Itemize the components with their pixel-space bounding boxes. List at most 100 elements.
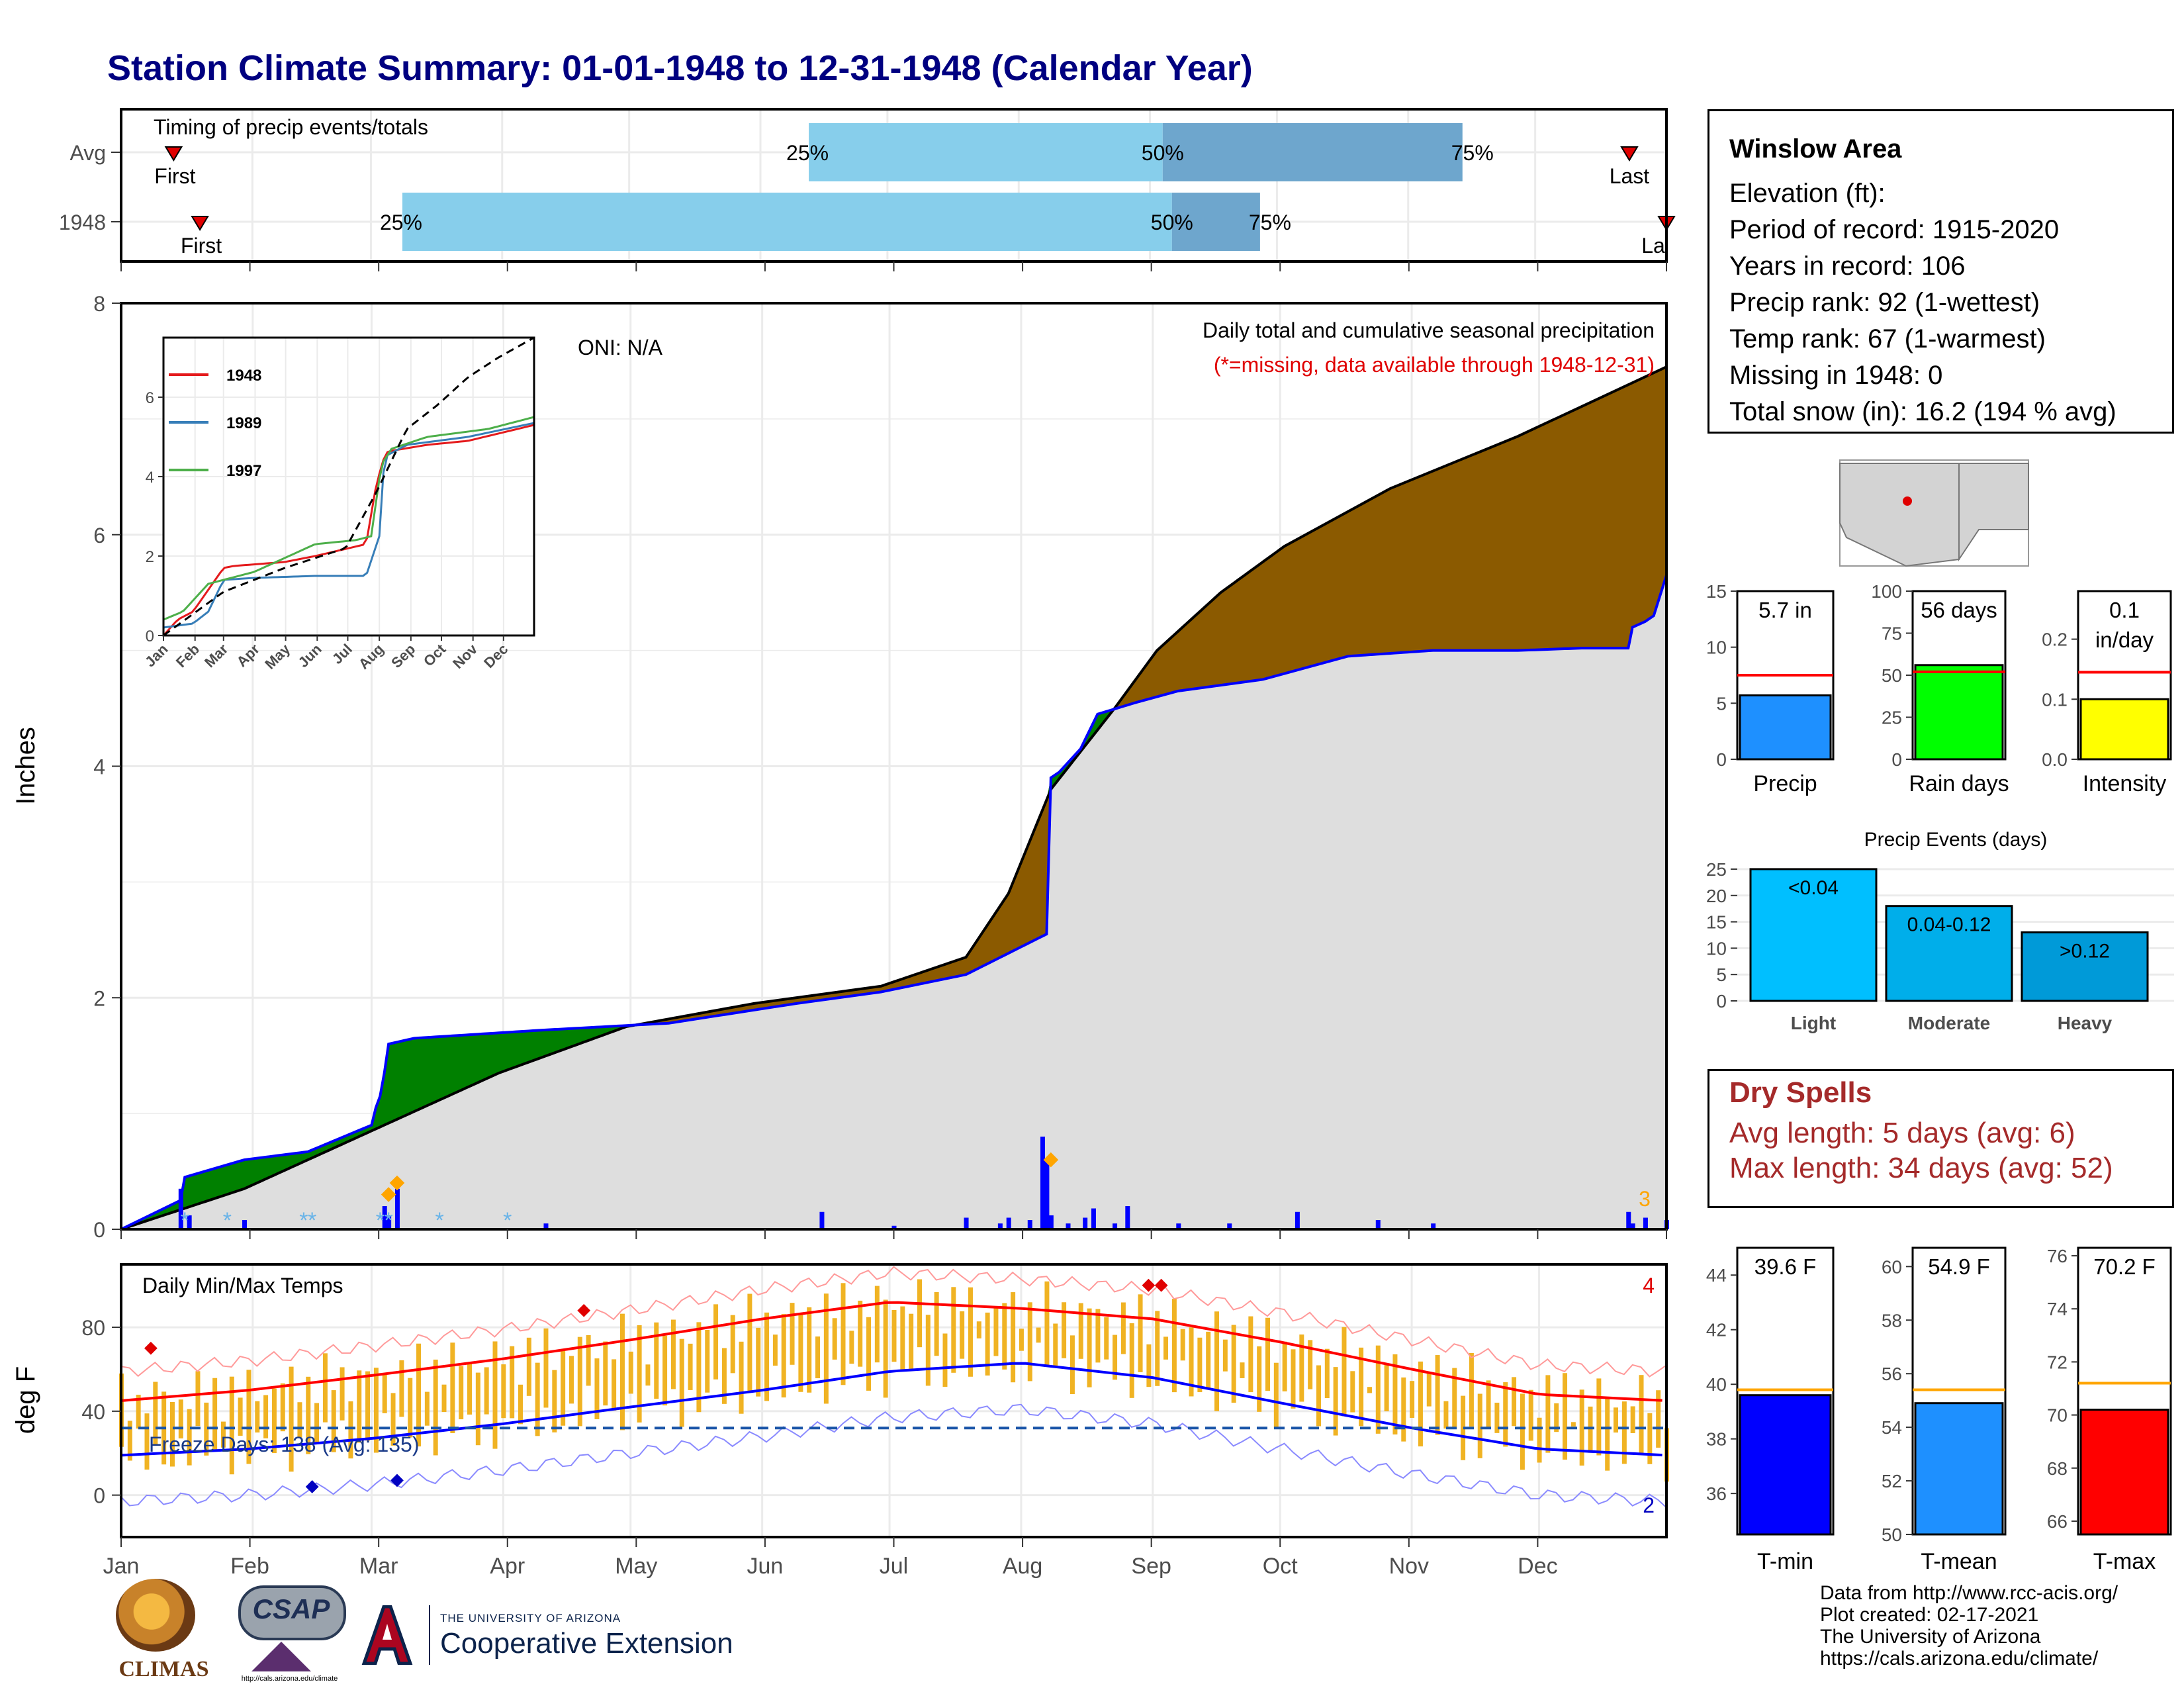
daily-temp-range-bar: [373, 1368, 379, 1453]
precip-events-ytick-label: 15: [1706, 912, 1727, 933]
precip-ytick-label: 4: [93, 755, 105, 779]
daily-temp-range-bar: [424, 1391, 430, 1426]
timing-bar-25-50: [402, 193, 1172, 251]
daily-temp-range-bar: [688, 1343, 693, 1390]
daily-temp-range-bar: [1469, 1352, 1474, 1427]
daily-temp-range-bar: [501, 1364, 506, 1419]
daily-temp-range-bar: [798, 1314, 803, 1392]
rain-days-value-label: 56 days: [1921, 598, 1997, 622]
last-event-label: Last: [1610, 164, 1650, 188]
daily-precip-bar: [1066, 1223, 1071, 1229]
daily-precip-bar: [1125, 1206, 1130, 1229]
daily-temp-range-bar: [127, 1421, 132, 1461]
inset-legend-label: 1989: [226, 414, 261, 432]
t-max-ytick-label: 66: [2047, 1511, 2068, 1532]
daily-temp-range-bar: [561, 1350, 566, 1426]
daily-temp-range-bar: [510, 1346, 515, 1419]
daily-temp-range-bar: [807, 1307, 812, 1393]
precip-event-bar: [1885, 905, 2013, 1002]
daily-temp-range-bar: [1069, 1335, 1075, 1395]
snow-marker: [381, 1187, 396, 1202]
daily-temp-range-bar: [297, 1402, 302, 1438]
daily-temp-range-bar: [993, 1305, 999, 1356]
record-temp-marker: [305, 1480, 319, 1493]
daily-precip-bar: [382, 1206, 387, 1229]
first-event-marker: [191, 216, 209, 231]
inset-ytick-label: 4: [146, 469, 154, 487]
average-min-temp-line: [120, 1362, 1662, 1457]
csap-logo-text: CSAP: [252, 1593, 330, 1624]
daily-temp-range-bar: [985, 1312, 990, 1376]
daily-temp-range-bar: [909, 1313, 914, 1369]
station-info-box: Winslow Area Elevation (ft): Period of r…: [1707, 109, 2174, 434]
daily-temp-range-bar: [594, 1358, 600, 1420]
daily-temp-range-bar: [832, 1318, 837, 1360]
daily-temp-range-bar: [1316, 1365, 1321, 1427]
daily-temp-range-bar: [645, 1364, 651, 1386]
intensity-ytick-label: 0.0: [2042, 749, 2068, 770]
temp-ytick-label: 80: [81, 1316, 105, 1340]
t-min-ytick-label: 44: [1706, 1265, 1727, 1286]
new-mexico-map: [1958, 463, 2029, 562]
daily-temp-range-bar: [1656, 1390, 1661, 1448]
timing-bar-50-75: [1171, 193, 1260, 251]
daily-temp-range-bar: [934, 1291, 939, 1356]
daily-temp-range-bar: [1197, 1337, 1203, 1393]
intensity-ytick-label: 0.2: [2042, 630, 2068, 650]
precip-events-title: Precip Events (days): [1864, 829, 2048, 851]
station-period: Period of record: 1915-2020: [1729, 215, 2060, 244]
daily-precip-bar: [1375, 1220, 1381, 1229]
t-min-bar: [1739, 1394, 1832, 1536]
daily-temp-range-bar: [1401, 1377, 1406, 1442]
credit-line-2: Plot created: 02-17-2021: [1820, 1604, 2039, 1626]
month-label: Feb: [230, 1554, 269, 1579]
daily-temp-range-bar: [535, 1362, 540, 1436]
t-mean-ytick-label: 58: [1882, 1310, 1902, 1331]
precip-event-bar-label: 0.04-0.12: [1907, 914, 1991, 936]
cloud-icon: [238, 1585, 346, 1640]
daily-temp-range-bar: [1155, 1311, 1160, 1386]
precip-event-bar-label: >0.12: [2060, 941, 2110, 962]
daily-temp-range-bar: [1308, 1340, 1313, 1389]
daily-temp-range-bar: [1257, 1346, 1262, 1412]
credit-line-4: https://cals.arizona.edu/climate/: [1820, 1648, 2099, 1669]
daily-temp-range-bar: [1291, 1349, 1296, 1409]
credit-line-1: Data from http://www.rcc-acis.org/: [1820, 1582, 2118, 1604]
daily-temp-range-bar: [662, 1335, 668, 1406]
t-max-ytick-label: 72: [2047, 1352, 2068, 1372]
daily-temp-range-bar: [1120, 1302, 1126, 1354]
daily-temp-range-bar: [1138, 1294, 1143, 1372]
ua-divider: [429, 1605, 430, 1665]
climas-logo-text: CLIMAS: [118, 1657, 209, 1681]
timing-label-25: 25%: [380, 211, 422, 234]
daily-temp-range-bar: [1095, 1309, 1101, 1363]
month-label: Aug: [1003, 1554, 1043, 1579]
t-mean-ytick-label: 60: [1882, 1256, 1902, 1277]
daily-temp-range-bar: [1512, 1377, 1517, 1427]
freeze-days-label: Freeze Days: 138 (Avg: 135): [149, 1432, 420, 1456]
daily-temp-range-bar: [1129, 1323, 1134, 1398]
credits: Data from http://www.rcc-acis.org/ Plot …: [1820, 1582, 2118, 1669]
daily-temp-range-bar: [1027, 1302, 1032, 1382]
daily-precip-bar: [1176, 1223, 1181, 1229]
sun-icon: [116, 1579, 195, 1652]
dry-spells-title: Dry Spells: [1729, 1076, 1872, 1109]
t-mean-bar: [1914, 1402, 2004, 1536]
month-label: Apr: [490, 1554, 525, 1579]
daily-precip-bar: [819, 1211, 825, 1229]
daily-temp-range-bar: [1639, 1375, 1644, 1454]
daily-temp-range-bar: [1231, 1325, 1236, 1403]
station-location-marker: [1903, 496, 1912, 506]
daily-temp-range-bar: [866, 1317, 872, 1391]
daily-temp-range-bar: [1520, 1393, 1525, 1470]
daily-temp-range-bar: [1410, 1381, 1415, 1418]
station-missing: Missing in 1948: 0: [1729, 361, 1943, 390]
daily-precip-bar: [1091, 1208, 1096, 1229]
daily-temp-range-bar: [1588, 1406, 1593, 1453]
daily-temp-range-bar: [169, 1401, 175, 1467]
daily-temp-range-bar: [1265, 1317, 1271, 1391]
dry-spells-avg: Avg length: 5 days (avg: 6): [1729, 1117, 2075, 1149]
last-event-marker: [1620, 146, 1639, 162]
daily-temp-range-bar: [1537, 1417, 1542, 1463]
t-mean-ytick-label: 54: [1882, 1417, 1902, 1438]
